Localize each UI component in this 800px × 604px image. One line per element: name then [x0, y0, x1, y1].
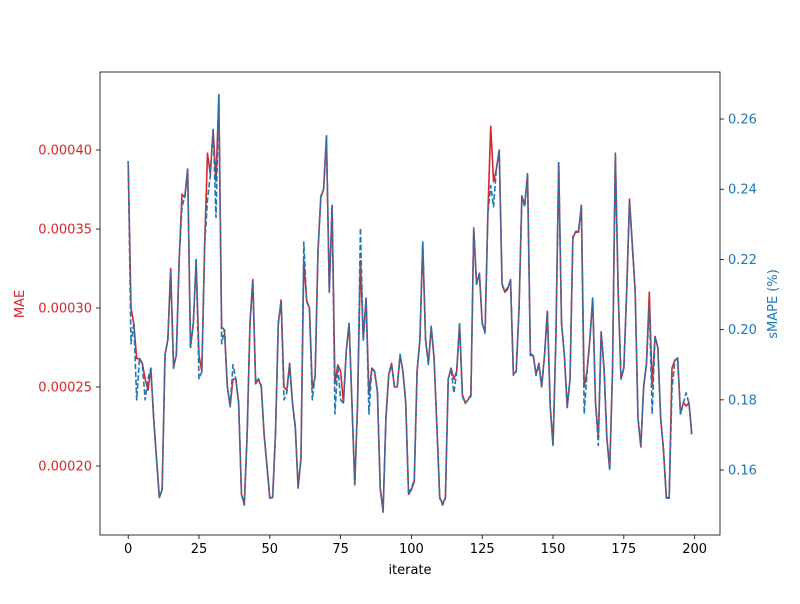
series-line	[127, 93, 693, 513]
x-tick-label: 200	[682, 542, 707, 557]
x-tick-label: 100	[399, 542, 424, 557]
y2-tick-label: 0.20	[728, 323, 757, 338]
x-tick-label: 125	[470, 542, 495, 557]
y2-tick-label: 0.16	[728, 464, 757, 479]
plot-frame	[99, 71, 721, 536]
x-axis-label: iterate	[388, 563, 431, 578]
y2-axis-label: sMAPE (%)	[766, 269, 781, 339]
y-tick-label: 0.00020	[38, 459, 92, 474]
y2-tick-label: 0.18	[728, 393, 757, 408]
x-tick-label: 25	[191, 542, 208, 557]
x-tick-label: 175	[611, 542, 636, 557]
y-tick-label: 0.00025	[38, 380, 92, 395]
y-axis-label: MAE	[13, 290, 28, 318]
y-tick-label: 0.00040	[38, 144, 92, 159]
y2-tick-label: 0.26	[728, 113, 757, 128]
y2-tick-label: 0.24	[728, 183, 757, 198]
x-tick-label: 150	[541, 542, 566, 557]
x-tick-label: 0	[124, 542, 132, 557]
y2-tick-label: 0.22	[728, 253, 757, 268]
x-tick-label: 75	[332, 542, 349, 557]
y-tick-label: 0.00030	[38, 302, 92, 317]
x-tick-label: 50	[262, 542, 279, 557]
y-tick-label: 0.00035	[38, 223, 92, 238]
